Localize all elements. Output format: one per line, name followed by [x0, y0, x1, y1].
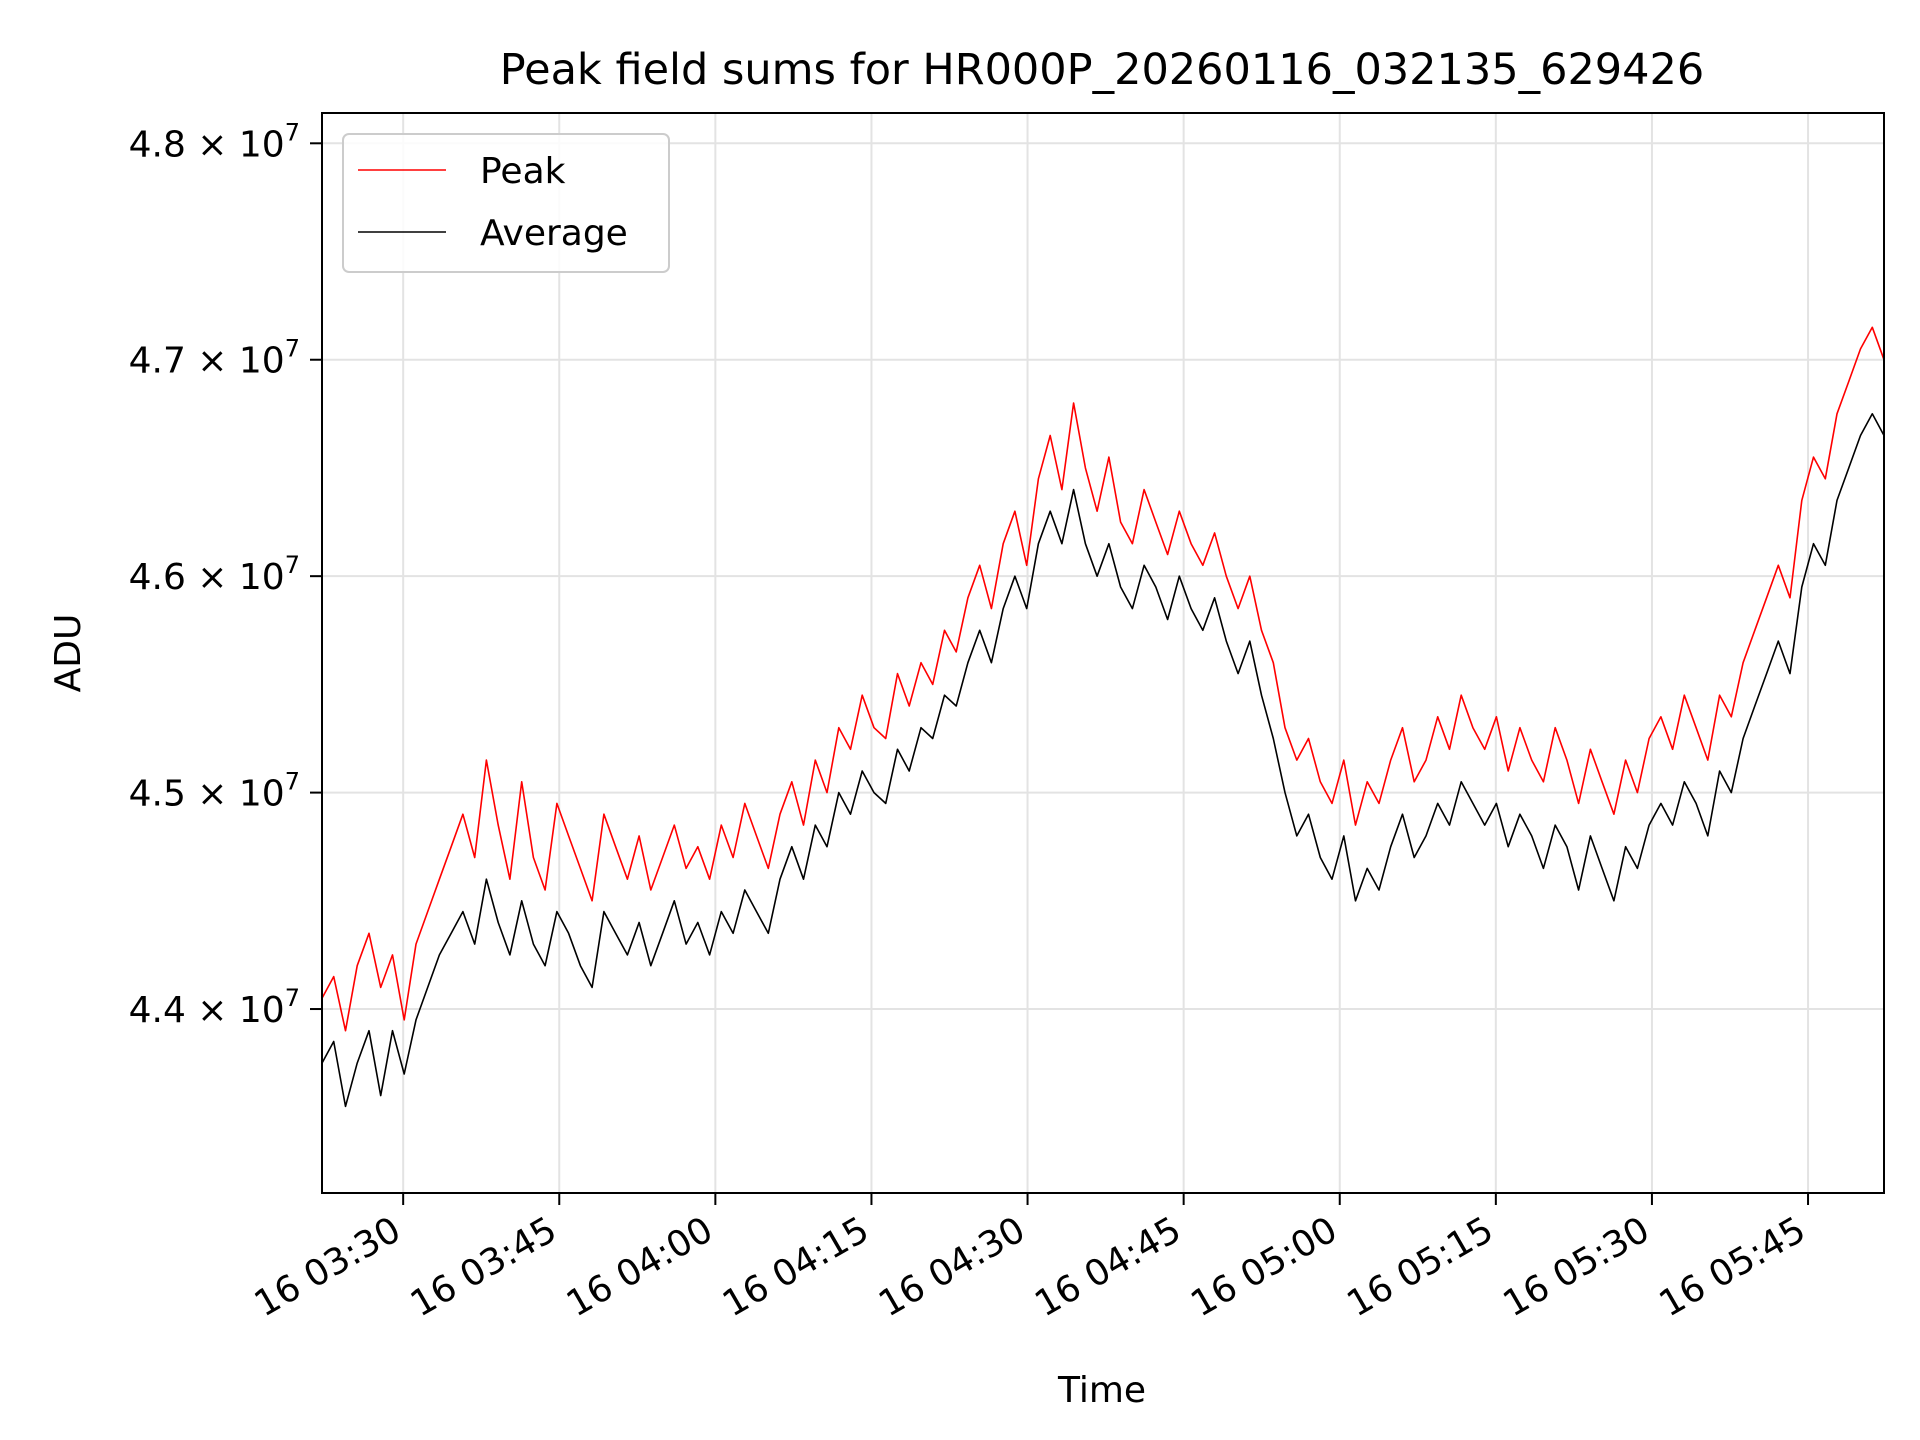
y-tick-exponent: 7: [285, 551, 300, 579]
y-tick-exponent: 7: [285, 335, 300, 363]
average-series-line: [321, 412, 1885, 1108]
y-axis-label: ADU: [48, 614, 89, 693]
y-tick-mantissa: 4.8 × 10: [129, 124, 285, 165]
series-layer: [321, 326, 1885, 1108]
peak-series-line: [321, 326, 1885, 1032]
x-axis-label: Time: [1057, 1370, 1146, 1411]
y-tick-label: 4.5 × 107: [129, 768, 300, 815]
legend-box: [342, 133, 670, 273]
y-tick-mantissa: 4.7 × 10: [129, 341, 285, 382]
chart-title: Peak field sums for HR000P_20260116_0321…: [500, 45, 1705, 95]
y-tick-label: 4.7 × 107: [129, 335, 300, 382]
y-tick-label: 4.6 × 107: [129, 551, 300, 598]
y-tick-label: 4.8 × 107: [129, 118, 300, 165]
y-tick-label: 4.4 × 107: [129, 984, 300, 1031]
plot-frame: [321, 112, 1885, 1194]
y-tick-mantissa: 4.6 × 10: [129, 557, 285, 598]
y-tick-mantissa: 4.5 × 10: [129, 774, 285, 815]
legend: Peak Average: [342, 133, 670, 273]
y-tick-exponent: 7: [285, 768, 300, 796]
legend-average-label: Average: [480, 213, 628, 254]
legend-peak-label: Peak: [480, 151, 566, 192]
y-tick-mantissa: 4.4 × 10: [129, 990, 285, 1031]
y-tick-exponent: 7: [285, 984, 300, 1012]
y-tick-exponent: 7: [285, 118, 300, 146]
grid: [322, 113, 1884, 1193]
